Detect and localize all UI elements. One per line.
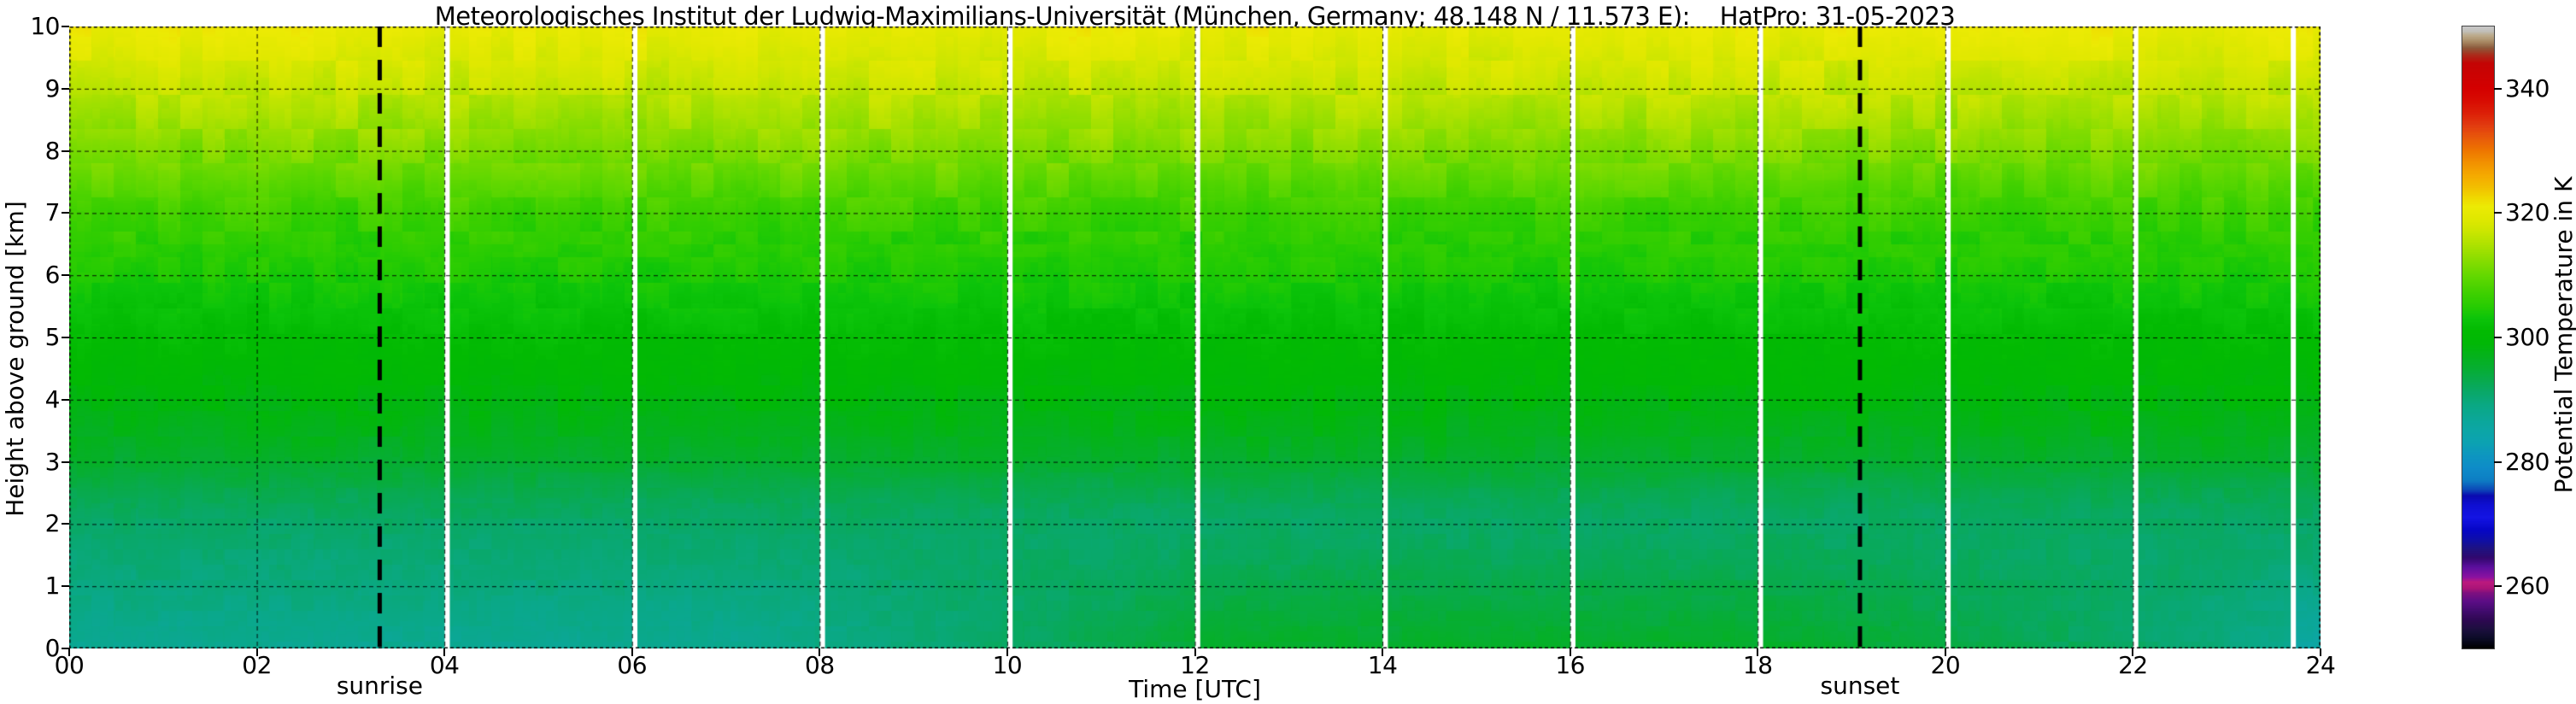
y-tick-mark [62,150,69,152]
y-tick-mark [62,337,69,338]
y-tick-label: 2 [44,509,61,538]
y-tick-mark [62,26,69,27]
colorbar-label: Potential Temperature in K [2550,176,2576,494]
x-tick-mark [1944,648,1946,656]
colorbar-tick-mark [2494,337,2502,338]
y-tick-label: 1 [44,572,61,601]
y-tick-label: 0 [44,634,61,662]
x-tick-mark [1569,648,1571,656]
x-tick-label: 10 [992,651,1023,679]
y-tick-label: 3 [44,447,61,476]
colorbar-tick-mark [2494,212,2502,214]
colorbar-tick-label: 340 [2505,73,2550,103]
sunset-annotation: sunset [1820,672,1900,700]
plot-title: Meteorologisches Institut der Ludwig-Max… [434,2,1956,31]
y-axis-label: Height above ground [km] [1,201,29,517]
x-tick-label: 14 [1367,651,1398,679]
y-tick-label: 4 [44,384,61,414]
x-tick-label: 24 [2305,651,2336,679]
y-tick-mark [62,87,69,90]
x-tick-mark [255,648,258,656]
x-tick-label: 12 [1180,651,1210,679]
colorbar-tick-label: 280 [2505,447,2550,476]
y-tick-label: 9 [44,73,61,103]
x-tick-mark [2132,648,2134,656]
x-tick-mark [443,648,446,656]
colorbar-tick-mark [2494,585,2502,588]
sunrise-annotation: sunrise [336,672,423,700]
y-tick-mark [62,274,69,277]
colorbar-tick-label: 260 [2505,572,2550,601]
x-tick-label: 00 [54,651,85,679]
x-tick-label: 22 [2118,651,2148,679]
colorbar-tick-mark [2494,87,2502,90]
colorbar-tick-mark [2494,461,2502,463]
y-tick-label: 5 [44,323,61,351]
colorbar-canvas [2462,26,2495,649]
y-tick-mark [62,585,69,588]
y-tick-mark [62,523,69,525]
colorbar-tick-label: 300 [2505,323,2550,351]
x-tick-mark [1194,648,1196,656]
y-tick-label: 8 [44,136,61,165]
y-tick-label: 10 [30,12,60,40]
y-tick-mark [62,648,69,649]
x-tick-mark [631,648,633,656]
y-tick-label: 7 [44,198,61,227]
x-tick-label: 18 [1742,651,1773,679]
x-axis-label: Time [UTC] [1129,675,1261,703]
x-tick-label: 02 [242,651,272,679]
y-tick-mark [62,212,69,214]
x-tick-mark [2320,648,2321,656]
y-tick-label: 6 [44,261,61,290]
y-tick-mark [62,398,69,401]
x-tick-label: 04 [429,651,460,679]
x-tick-mark [1006,648,1008,656]
x-tick-label: 08 [805,651,835,679]
colorbar-tick-label: 320 [2505,198,2550,227]
x-tick-label: 06 [617,651,648,679]
x-tick-mark [819,648,821,656]
y-tick-mark [62,461,69,463]
x-tick-mark [1757,648,1759,656]
x-tick-label: 16 [1555,651,1585,679]
x-tick-mark [1382,648,1384,656]
heatmap-canvas [69,26,2321,648]
x-tick-mark [68,648,70,656]
x-tick-label: 20 [1930,651,1961,679]
